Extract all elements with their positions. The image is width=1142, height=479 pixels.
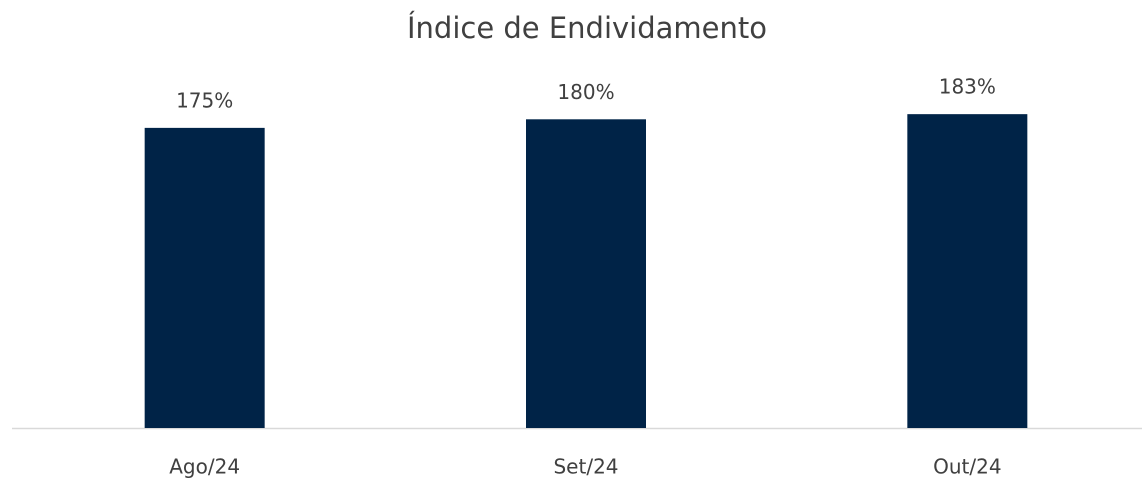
x-tick-label: Ago/24 [169,455,240,479]
bar [144,127,265,428]
chart-title: Índice de Endividamento [407,11,767,45]
bar [907,114,1028,428]
data-label: 183% [939,75,996,99]
data-label: 175% [176,88,233,112]
bar [526,119,646,429]
x-tick-label: Set/24 [553,455,618,479]
x-tick-label: Out/24 [933,455,1001,479]
data-label: 180% [557,80,614,104]
